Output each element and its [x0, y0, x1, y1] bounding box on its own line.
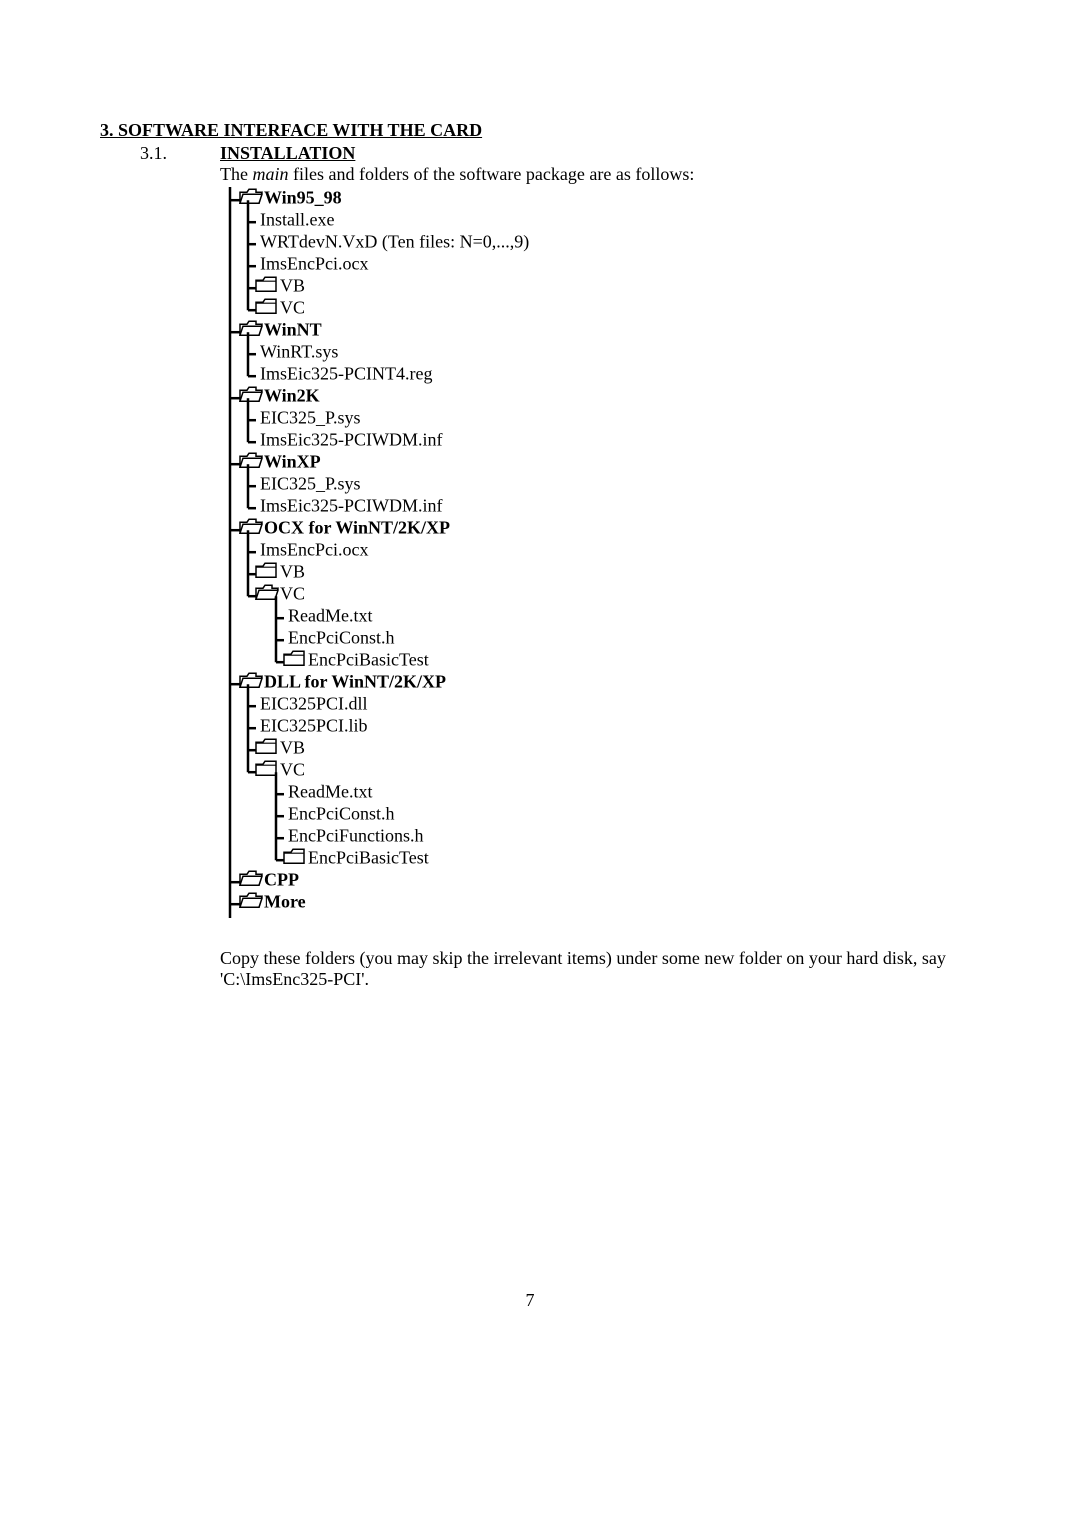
- svg-text:Install.exe: Install.exe: [260, 210, 334, 230]
- svg-text:EncPciConst.h: EncPciConst.h: [288, 804, 395, 824]
- svg-text:VB: VB: [280, 562, 305, 582]
- svg-text:More: More: [264, 892, 306, 912]
- svg-text:VB: VB: [280, 738, 305, 758]
- subsection-number: 3.1.: [140, 143, 220, 164]
- svg-text:CPP: CPP: [264, 870, 299, 890]
- svg-text:ImsEncPci.ocx: ImsEncPci.ocx: [260, 540, 368, 560]
- intro-prefix: The: [220, 164, 252, 184]
- section-heading: 3. SOFTWARE INTERFACE WITH THE CARD: [100, 120, 960, 141]
- svg-text:ReadMe.txt: ReadMe.txt: [288, 782, 372, 802]
- svg-text:EncPciConst.h: EncPciConst.h: [288, 628, 395, 648]
- svg-text:EIC325PCI.dll: EIC325PCI.dll: [260, 694, 368, 714]
- svg-text:ImsEic325-PCIWDM.inf: ImsEic325-PCIWDM.inf: [260, 496, 442, 516]
- svg-text:VB: VB: [280, 276, 305, 296]
- subsection-title: INSTALLATION: [220, 143, 355, 164]
- subsection-row: 3.1. INSTALLATION: [140, 143, 960, 164]
- svg-text:VC: VC: [280, 760, 305, 780]
- svg-text:OCX for WinNT/2K/XP: OCX for WinNT/2K/XP: [264, 518, 450, 538]
- closing-paragraph: Copy these folders (you may skip the irr…: [220, 948, 980, 990]
- intro-text: The main files and folders of the softwa…: [220, 164, 960, 185]
- svg-text:EIC325_P.sys: EIC325_P.sys: [260, 408, 361, 428]
- svg-text:ImsEic325-PCINT4.reg: ImsEic325-PCINT4.reg: [260, 364, 432, 384]
- svg-text:EIC325_P.sys: EIC325_P.sys: [260, 474, 361, 494]
- svg-text:ImsEncPci.ocx: ImsEncPci.ocx: [260, 254, 368, 274]
- intro-suffix: files and folders of the software packag…: [288, 164, 694, 184]
- svg-text:VC: VC: [280, 298, 305, 318]
- svg-text:ImsEic325-PCIWDM.inf: ImsEic325-PCIWDM.inf: [260, 430, 442, 450]
- svg-text:WRTdevN.VxD (Ten files: N=0,..: WRTdevN.VxD (Ten files: N=0,...,9): [260, 232, 529, 253]
- intro-italic: main: [252, 164, 288, 184]
- svg-text:VC: VC: [280, 584, 305, 604]
- folder-tree: text { font-family:'Times New Roman',Tim…: [220, 187, 960, 928]
- svg-text:EncPciFunctions.h: EncPciFunctions.h: [288, 826, 424, 846]
- svg-text:Win2K: Win2K: [264, 386, 320, 406]
- svg-text:WinRT.sys: WinRT.sys: [260, 342, 338, 362]
- svg-text:EncPciBasicTest: EncPciBasicTest: [308, 848, 429, 868]
- svg-text:EncPciBasicTest: EncPciBasicTest: [308, 650, 429, 670]
- svg-text:DLL for WinNT/2K/XP: DLL for WinNT/2K/XP: [264, 672, 446, 692]
- svg-text:Win95_98: Win95_98: [264, 188, 342, 208]
- page-number: 7: [100, 1290, 960, 1311]
- svg-text:WinXP: WinXP: [264, 452, 321, 472]
- svg-text:EIC325PCI.lib: EIC325PCI.lib: [260, 716, 368, 736]
- svg-text:ReadMe.txt: ReadMe.txt: [288, 606, 372, 626]
- svg-text:WinNT: WinNT: [264, 320, 322, 340]
